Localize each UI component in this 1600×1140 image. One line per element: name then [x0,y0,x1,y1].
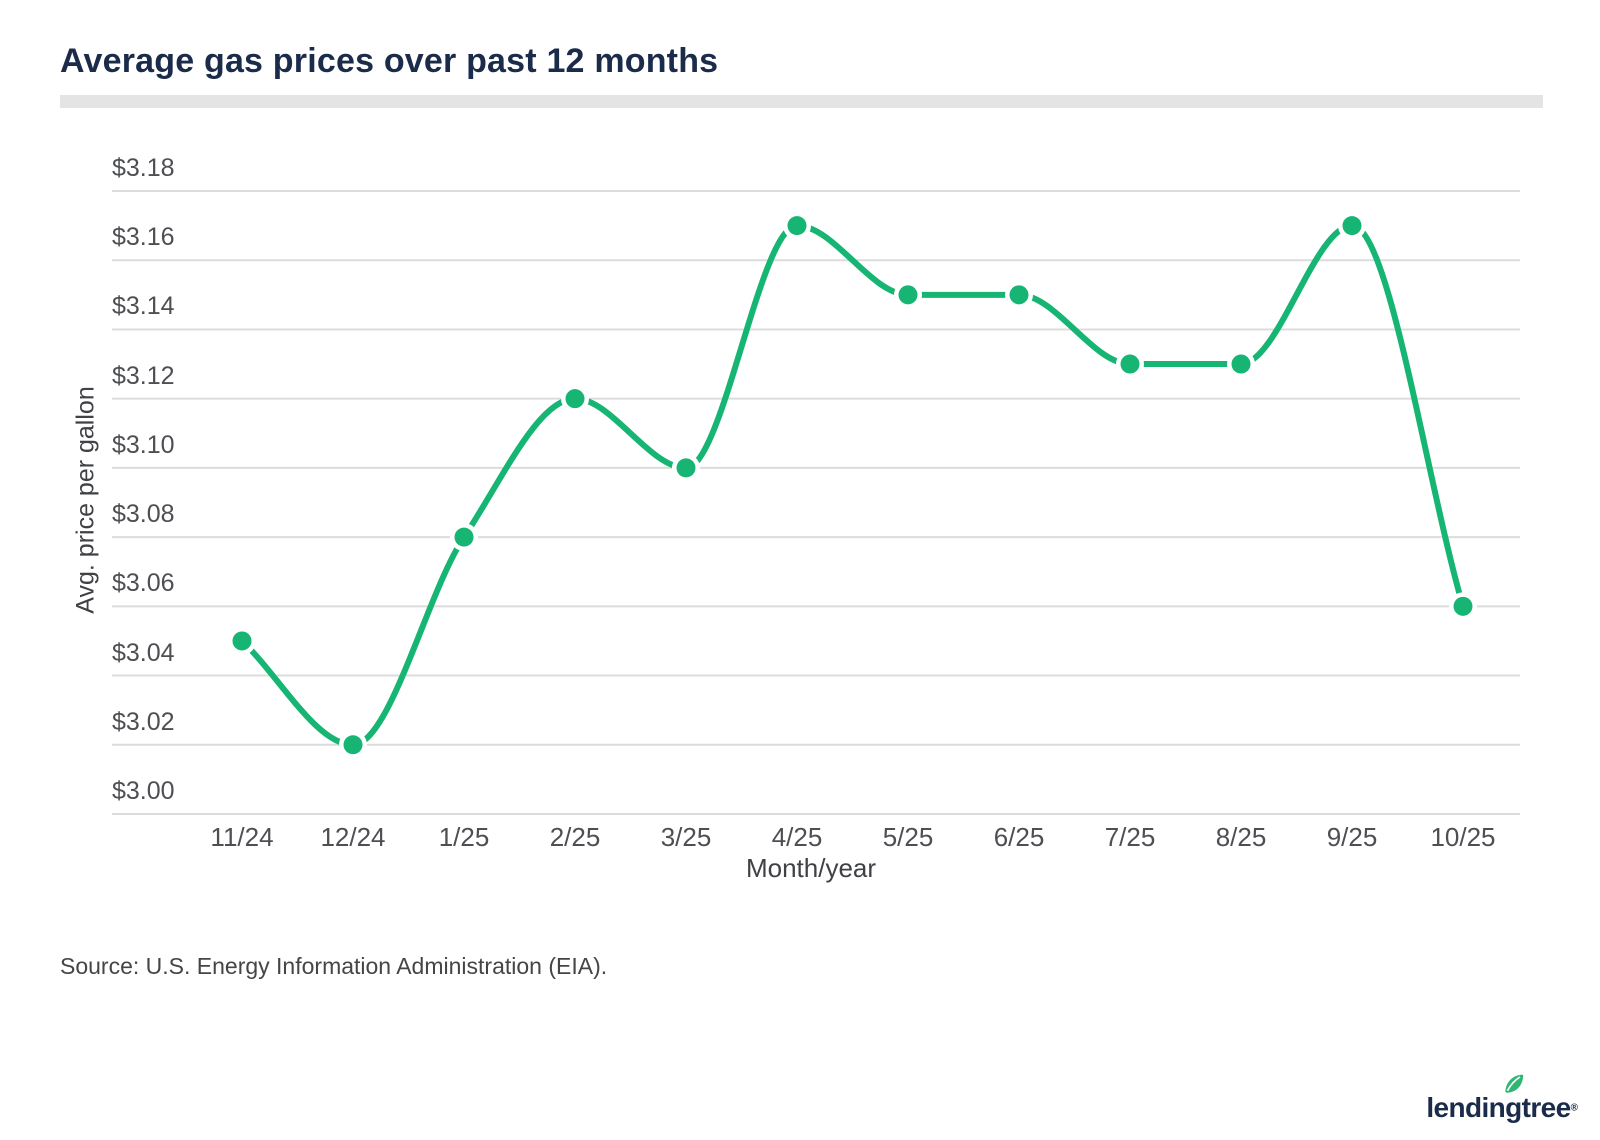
x-tick-label: 4/25 [771,822,823,852]
leaf-icon [1502,1073,1525,1101]
x-tick-label: 11/24 [210,822,274,852]
x-axis-title: Month/year [745,853,877,883]
y-tick-label: $3.02 [112,707,175,736]
data-point [1231,354,1251,374]
y-tick-label: $3.14 [112,292,175,321]
x-tick-label: 3/25 [660,822,712,852]
data-point [1342,216,1362,236]
y-tick-label: $3.10 [112,430,175,459]
data-point [1120,354,1140,374]
x-tick-label: 9/25 [1326,822,1378,852]
data-point [676,458,696,478]
price-line [239,222,1466,748]
registered-mark: ® [1570,1102,1578,1114]
data-point [1009,285,1029,305]
data-point [565,389,585,409]
x-tick-label: 12/24 [320,822,386,852]
data-point [1453,596,1473,616]
lendingtree-logo: lendingtree® [1426,1073,1578,1123]
y-axis-title: Avg. price per gallon [71,386,100,614]
x-tick-label: 10/25 [1430,822,1496,852]
data-point [787,216,807,236]
x-tick-label: 6/25 [993,822,1045,852]
y-tick-label: $3.18 [112,154,175,182]
x-tick-label: 2/25 [549,822,601,852]
title-divider [60,95,1543,108]
logo-text: lendingtree [1426,1092,1571,1123]
y-tick-label: $3.06 [112,569,175,598]
page-title: Average gas prices over past 12 months [60,42,719,80]
x-tick-label: 7/25 [1104,822,1156,852]
x-tick-label: 1/25 [438,822,490,852]
x-tick-label: 5/25 [882,822,934,852]
data-point [343,735,363,755]
source-note: Source: U.S. Energy Information Administ… [60,953,608,979]
data-point [232,631,252,651]
x-tick-label: 8/25 [1215,822,1267,852]
y-tick-label: $3.16 [112,223,175,252]
y-tick-label: $3.12 [112,361,175,390]
data-point [898,285,918,305]
y-tick-label: $3.04 [112,638,175,667]
y-tick-label: $3.00 [112,777,175,805]
data-point [454,527,474,547]
y-tick-label: $3.08 [112,500,175,529]
